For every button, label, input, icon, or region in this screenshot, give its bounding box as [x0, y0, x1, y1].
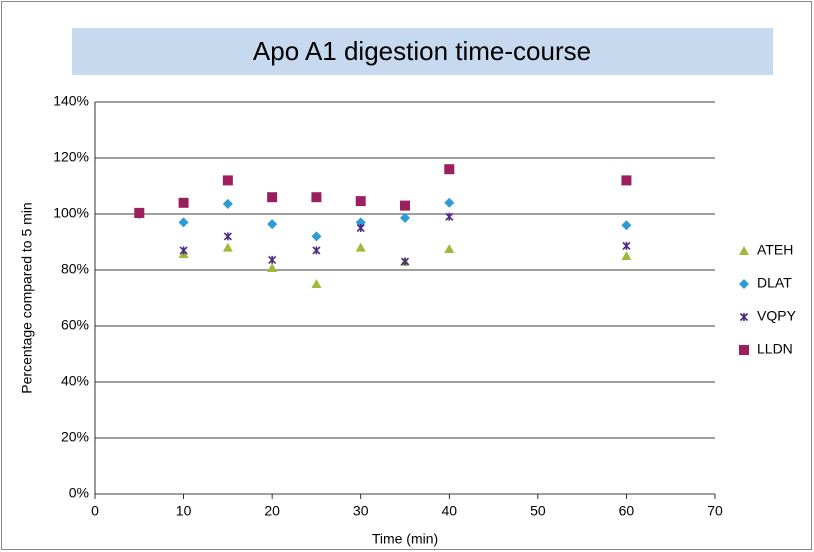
point: [355, 196, 366, 207]
point: [445, 212, 454, 221]
y-tick-label: 140%: [53, 93, 89, 109]
point: [222, 175, 233, 186]
title-box: [72, 28, 773, 75]
legend-marker: [739, 345, 749, 355]
legend-marker: [739, 279, 749, 289]
point: [444, 197, 455, 208]
point: [134, 207, 145, 218]
point: [178, 217, 189, 228]
x-tick-label: 40: [441, 503, 457, 519]
y-tick-label: 20%: [61, 429, 89, 445]
y-axis-label: Percentage compared to 5 min: [19, 202, 35, 393]
point: [400, 200, 410, 211]
point: [179, 246, 188, 255]
point: [267, 263, 278, 273]
point: [355, 242, 366, 252]
y-tick-label: 80%: [61, 261, 89, 277]
point: [400, 257, 410, 266]
x-tick-label: 30: [353, 503, 369, 519]
x-tick-label: 0: [91, 503, 99, 519]
point: [311, 279, 322, 288]
x-axis-label: Time (min): [372, 531, 438, 547]
x-tick-label: 70: [707, 503, 723, 519]
x-tick-label: 50: [530, 503, 546, 519]
point: [444, 244, 455, 253]
point: [444, 164, 455, 175]
point: [222, 198, 233, 209]
y-tick-label: 0%: [69, 485, 89, 501]
chart-title: Apo A1 digestion time-course: [253, 36, 591, 66]
y-tick-label: 60%: [61, 317, 89, 333]
point: [267, 192, 278, 203]
y-tick-label: 40%: [61, 373, 89, 389]
y-tick-label: 120%: [53, 149, 89, 165]
point: [223, 232, 232, 241]
point: [621, 251, 632, 260]
legend-marker: [739, 312, 749, 322]
point: [400, 212, 410, 223]
y-tick-label: 100%: [53, 205, 89, 221]
point: [267, 219, 278, 230]
point: [178, 197, 189, 208]
legend-marker: [739, 246, 749, 255]
legend-label: ATEH: [757, 242, 793, 258]
legend-label: LLDN: [757, 341, 793, 357]
point: [356, 223, 365, 233]
point: [268, 255, 277, 264]
legend-label: VQPY: [757, 308, 797, 324]
legend-label: DLAT: [757, 275, 792, 291]
x-tick-label: 60: [619, 503, 635, 519]
point: [621, 175, 632, 186]
point: [311, 231, 322, 242]
point: [621, 220, 632, 231]
point: [312, 246, 321, 255]
point: [622, 241, 631, 250]
point: [311, 192, 322, 203]
point: [222, 242, 233, 252]
x-tick-label: 20: [264, 503, 280, 519]
x-tick-label: 10: [176, 503, 192, 519]
